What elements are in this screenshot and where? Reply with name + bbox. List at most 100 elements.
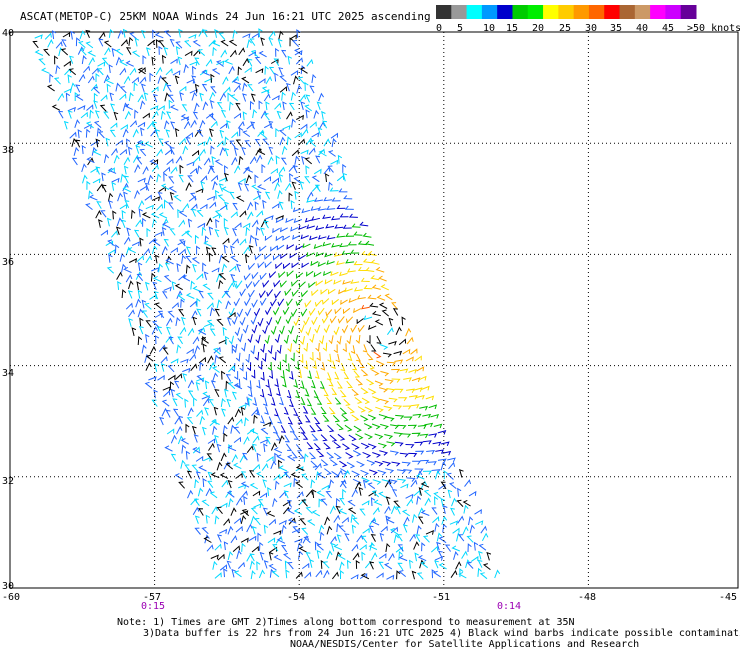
wind-barb	[391, 461, 401, 467]
wind-barb	[123, 191, 128, 201]
wind-barb	[434, 496, 439, 506]
wind-barb	[175, 155, 183, 164]
wind-barb	[270, 298, 277, 307]
wind-barb	[387, 481, 394, 489]
wind-barb	[174, 75, 180, 85]
wind-barb	[355, 378, 364, 386]
wind-barb	[179, 85, 187, 92]
wind-barb	[188, 390, 194, 399]
wind-barb	[316, 101, 322, 110]
wind-barb	[197, 328, 207, 335]
wind-barb	[347, 507, 356, 515]
wind-barb	[137, 177, 146, 183]
wind-barb	[202, 29, 208, 38]
wind-barb	[209, 91, 216, 101]
wind-barb	[165, 255, 172, 265]
wind-barb	[276, 454, 285, 461]
wind-barb	[233, 426, 241, 434]
wind-barb	[322, 120, 328, 129]
wind-barb	[272, 254, 281, 261]
wind-barb	[85, 29, 91, 39]
wind-barb	[205, 514, 211, 524]
wind-barb	[155, 129, 160, 138]
wind-barb	[326, 550, 333, 559]
wind-barb	[289, 37, 294, 47]
wind-barb	[266, 510, 275, 517]
wind-barb	[216, 102, 223, 110]
wind-barb	[278, 465, 288, 472]
wind-barb	[211, 156, 216, 165]
lon-label-48: -48	[578, 592, 596, 603]
wind-barb	[434, 555, 443, 561]
wind-barb	[315, 155, 321, 164]
wind-barb	[295, 389, 300, 399]
wind-barb	[245, 174, 252, 184]
wind-barb	[200, 175, 208, 183]
lon-label-54: -54	[287, 592, 305, 603]
wind-barb	[438, 562, 447, 570]
wind-barb	[242, 111, 248, 121]
wind-barb	[322, 241, 331, 247]
wind-barb	[259, 492, 268, 499]
wind-barb	[250, 507, 258, 515]
wind-barb	[127, 146, 133, 156]
wind-barb	[367, 482, 376, 490]
wind-barb	[65, 92, 71, 102]
wind-barb	[201, 226, 207, 236]
wind-barb	[380, 398, 390, 405]
wind-barb	[265, 76, 273, 85]
wind-barb	[43, 48, 50, 56]
wind-barb	[378, 302, 388, 309]
wind-barb	[192, 447, 201, 454]
wind-barb	[300, 123, 308, 130]
wind-barb	[335, 497, 341, 507]
wind-barb	[444, 544, 452, 552]
wind-barb	[384, 505, 391, 514]
wind-barb	[169, 228, 176, 236]
legend-swatch	[543, 5, 559, 19]
wind-barb	[340, 389, 347, 398]
wind-barb	[74, 119, 81, 128]
wind-barb	[226, 120, 231, 129]
wind-barb	[202, 262, 207, 272]
wind-barb	[353, 370, 361, 378]
wind-barb	[202, 398, 210, 407]
wind-barb	[260, 427, 269, 435]
wind-barb	[298, 324, 305, 334]
wind-barb	[218, 254, 225, 264]
wind-barb	[290, 91, 296, 101]
wind-barb	[160, 183, 170, 191]
wind-barb	[223, 217, 228, 227]
wind-barb	[398, 555, 408, 562]
wind-barb	[238, 47, 246, 56]
wind-barb	[128, 92, 134, 102]
wind-barb	[247, 334, 253, 344]
plot-frame	[9, 31, 739, 589]
wind-barb	[482, 563, 491, 570]
wind-barb	[185, 264, 191, 274]
wind-barb	[178, 481, 185, 489]
wind-barb	[176, 344, 182, 354]
wind-barb	[290, 226, 299, 232]
wind-barb	[297, 416, 303, 425]
wind-barb	[394, 359, 404, 364]
wind-barb	[237, 66, 242, 76]
wind-barb	[98, 219, 103, 228]
wind-barb	[170, 453, 177, 462]
wind-barb	[261, 164, 266, 173]
wind-barb	[191, 425, 197, 435]
wind-barb	[370, 259, 380, 265]
wind-barb	[250, 515, 257, 525]
wind-barb	[150, 128, 158, 137]
wind-barb	[160, 363, 166, 372]
wind-barb	[414, 441, 424, 446]
wind-barb	[244, 254, 250, 264]
wind-barb	[355, 334, 361, 344]
wind-barb	[342, 224, 352, 229]
wind-barb	[67, 106, 76, 112]
legend-label: 5	[457, 23, 463, 34]
wind-barb	[380, 423, 389, 430]
wind-barb	[230, 94, 238, 102]
wind-barb	[120, 39, 128, 47]
wind-barb	[339, 479, 347, 488]
